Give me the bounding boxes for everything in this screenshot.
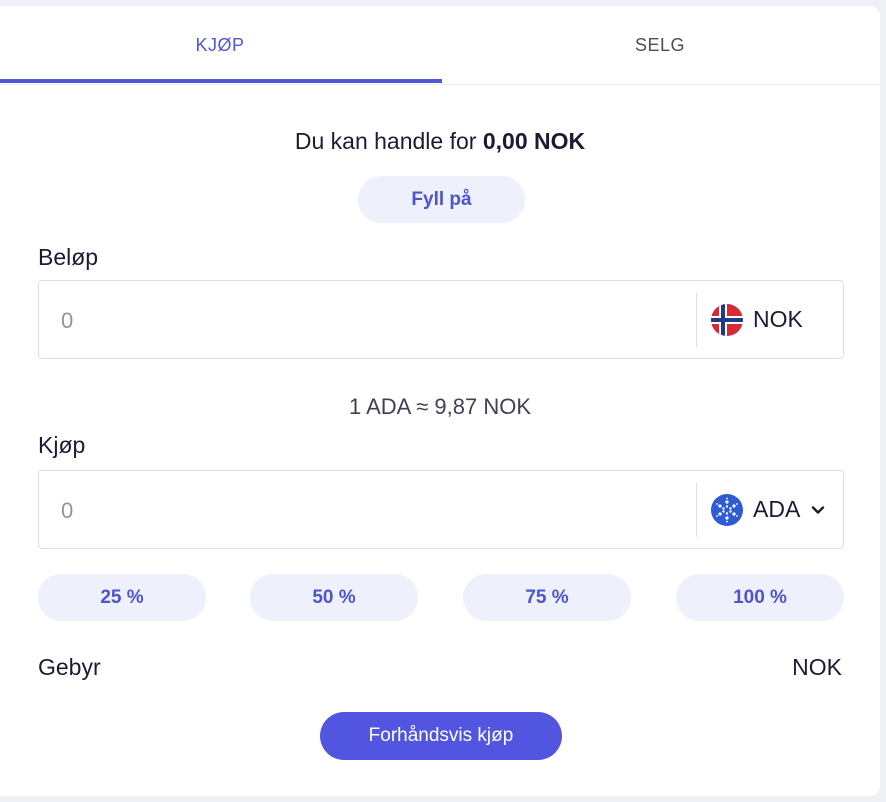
norway-flag-icon bbox=[711, 303, 743, 336]
field-divider bbox=[696, 483, 697, 537]
buy-field: ADA bbox=[38, 470, 844, 550]
buy-amount-input[interactable] bbox=[59, 471, 663, 550]
trade-card: KJØP SELG Du kan handle for 0,00 NOK Fyl… bbox=[0, 6, 880, 796]
preview-buy-button[interactable]: Forhåndsvis kjøp bbox=[320, 712, 562, 760]
trade-tabs: KJØP SELG bbox=[0, 6, 880, 85]
percent-50-button[interactable]: 50 % bbox=[250, 574, 418, 621]
balance-amount: 0,00 NOK bbox=[482, 128, 586, 154]
amount-field: NOK bbox=[38, 280, 844, 360]
amount-currency: NOK bbox=[711, 281, 803, 358]
field-divider bbox=[696, 293, 697, 347]
amount-label: Beløp bbox=[38, 244, 99, 270]
asset-selector[interactable]: ADA bbox=[711, 471, 826, 548]
percent-25-button[interactable]: 25 % bbox=[38, 574, 206, 621]
percent-75-button[interactable]: 75 % bbox=[463, 574, 631, 621]
exchange-rate: 1 ADA ≈ 9,87 NOK bbox=[348, 394, 532, 419]
buy-label: Kjøp bbox=[38, 432, 86, 458]
fee-value: NOK bbox=[792, 654, 842, 680]
amount-input[interactable] bbox=[59, 281, 663, 360]
active-tab-indicator bbox=[0, 79, 442, 83]
balance-prefix: Du kan handle for bbox=[294, 128, 477, 154]
percent-100-button[interactable]: 100 % bbox=[676, 574, 844, 621]
chevron-down-icon bbox=[810, 502, 826, 518]
tab-buy[interactable]: KJØP bbox=[195, 34, 245, 55]
cardano-icon bbox=[711, 493, 743, 526]
top-up-button[interactable]: Fyll på bbox=[358, 176, 525, 223]
tab-sell[interactable]: SELG bbox=[634, 34, 686, 55]
asset-code: ADA bbox=[753, 496, 801, 522]
amount-currency-code: NOK bbox=[753, 306, 803, 332]
balance-text: Du kan handle for 0,00 NOK bbox=[0, 128, 880, 155]
fee-label: Gebyr bbox=[38, 654, 101, 680]
